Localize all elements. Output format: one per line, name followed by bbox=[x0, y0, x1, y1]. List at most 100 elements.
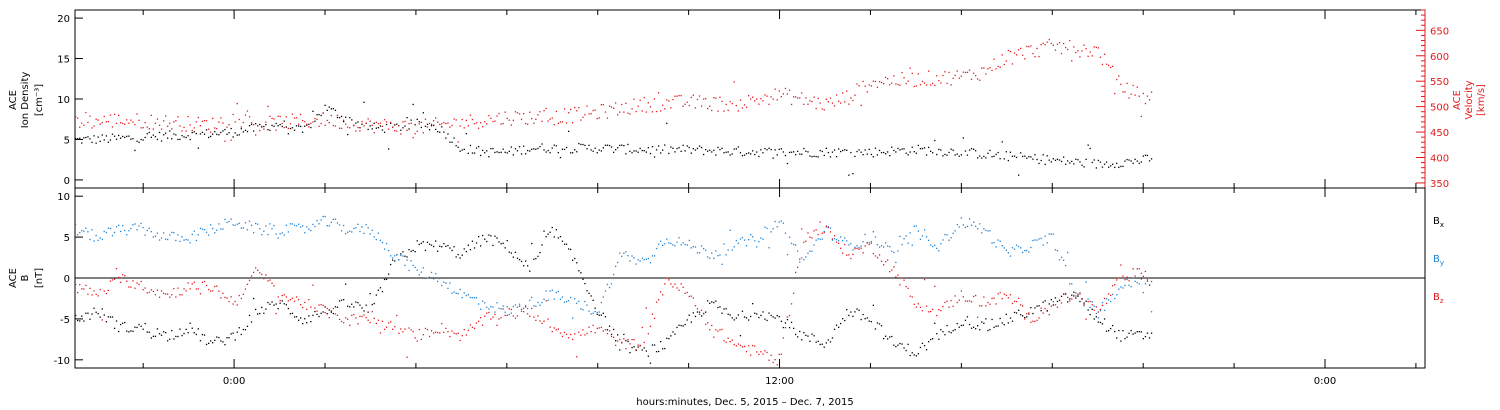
velocity-series-point bbox=[124, 123, 126, 125]
density-series-point bbox=[177, 138, 179, 141]
by-series-point bbox=[680, 244, 682, 246]
bz-series-point bbox=[805, 240, 807, 242]
density-series-point bbox=[240, 128, 242, 130]
by-series-point bbox=[643, 259, 645, 261]
bz-series-point bbox=[915, 306, 917, 308]
by-series-point bbox=[371, 229, 373, 231]
bz-series-point bbox=[359, 315, 361, 318]
velocity-series-point bbox=[613, 107, 615, 109]
velocity-series-point bbox=[126, 119, 128, 121]
velocity-series-point bbox=[606, 117, 609, 119]
density-series-point bbox=[559, 156, 562, 159]
by-series-point bbox=[860, 245, 862, 247]
velocity-series-point bbox=[404, 120, 406, 123]
by-series-point bbox=[766, 227, 768, 229]
bx-series-point bbox=[283, 303, 285, 305]
velocity-series-point bbox=[158, 124, 161, 126]
bz-series-point bbox=[189, 288, 191, 290]
density-series-point bbox=[1077, 159, 1079, 161]
velocity-series-point bbox=[484, 121, 486, 123]
density-series-point bbox=[1150, 158, 1153, 160]
velocity-series-point bbox=[758, 103, 760, 105]
density-series-point bbox=[330, 108, 332, 110]
bx-series-point bbox=[559, 236, 562, 238]
by-series-point bbox=[840, 236, 842, 238]
bx-series-point bbox=[232, 332, 234, 334]
density-series-point bbox=[471, 152, 474, 154]
density-series-point bbox=[729, 154, 731, 156]
velocity-series-point bbox=[719, 96, 721, 98]
velocity-series-point bbox=[1034, 56, 1036, 58]
density-series-point bbox=[991, 156, 993, 158]
bz-series-point bbox=[482, 324, 484, 326]
by-series-point bbox=[347, 231, 349, 233]
density-series-point bbox=[375, 127, 377, 129]
velocity-series-point bbox=[400, 133, 402, 135]
bx-series-point bbox=[572, 259, 574, 261]
bz-series-point bbox=[852, 253, 854, 255]
velocity-series-point bbox=[784, 87, 787, 90]
velocity-series-point bbox=[103, 115, 105, 118]
velocity-series-point bbox=[764, 94, 766, 96]
velocity-series-point bbox=[1136, 86, 1138, 88]
bx-series-point bbox=[803, 332, 805, 334]
bz-series-point bbox=[267, 280, 269, 282]
bz-series-point bbox=[662, 294, 664, 296]
by-series-point bbox=[402, 255, 404, 257]
bz-series-point bbox=[889, 271, 891, 273]
bx-series-point bbox=[594, 307, 596, 309]
density-series-point bbox=[588, 144, 590, 146]
density-series-point bbox=[563, 148, 566, 151]
bx-series-point bbox=[625, 339, 627, 342]
by-series-point bbox=[682, 242, 684, 244]
density-series-point bbox=[852, 173, 854, 175]
bx-series-point bbox=[774, 317, 776, 319]
by-series-point bbox=[343, 224, 345, 227]
bz-series-point bbox=[966, 300, 969, 302]
by-series-point bbox=[696, 252, 699, 254]
density-series-point bbox=[938, 148, 940, 151]
bx-series-point bbox=[473, 247, 476, 249]
y-left-tick-label: 5 bbox=[64, 135, 70, 146]
bz-series-point bbox=[1075, 292, 1077, 294]
velocity-series-point bbox=[698, 95, 701, 97]
density-series-point bbox=[437, 131, 439, 133]
bx-series-point bbox=[649, 362, 652, 364]
density-series-point bbox=[1011, 155, 1014, 157]
velocity-series-point bbox=[424, 118, 427, 120]
bx-series-point bbox=[77, 319, 79, 322]
density-series-point bbox=[979, 155, 981, 157]
density-series-point bbox=[449, 141, 451, 143]
by-series-point bbox=[930, 244, 932, 246]
density-series-point bbox=[786, 162, 789, 165]
velocity-series-point bbox=[437, 121, 439, 123]
bx-series-point bbox=[1112, 324, 1114, 327]
velocity-series-point bbox=[553, 124, 555, 126]
bx-series-point bbox=[553, 236, 555, 238]
velocity-series-point bbox=[598, 117, 600, 119]
density-series-point bbox=[1116, 162, 1118, 164]
density-series-point bbox=[111, 133, 114, 135]
density-series-point bbox=[1118, 166, 1120, 168]
density-series-point bbox=[115, 138, 118, 140]
velocity-series-point bbox=[696, 98, 699, 101]
bx-series-point bbox=[932, 338, 934, 340]
bz-series-point bbox=[997, 293, 999, 295]
bx-series-point bbox=[465, 250, 467, 253]
by-series-point bbox=[120, 230, 122, 233]
bx-series-point bbox=[293, 316, 296, 318]
by-series-point bbox=[913, 225, 915, 227]
bz-series-point bbox=[531, 307, 533, 310]
bx-series-point bbox=[719, 306, 721, 308]
bx-series-point bbox=[615, 340, 617, 342]
velocity-series-point bbox=[655, 110, 658, 113]
bz-series-point bbox=[1150, 280, 1153, 283]
velocity-series-point bbox=[355, 130, 357, 132]
density-series-point bbox=[848, 174, 850, 176]
by-series-point bbox=[246, 229, 249, 231]
bz-series-point bbox=[248, 279, 251, 281]
bz-series-point bbox=[1118, 277, 1120, 279]
velocity-series-point bbox=[799, 97, 801, 99]
by-series-point bbox=[146, 229, 148, 232]
bx-series-point bbox=[238, 327, 240, 329]
